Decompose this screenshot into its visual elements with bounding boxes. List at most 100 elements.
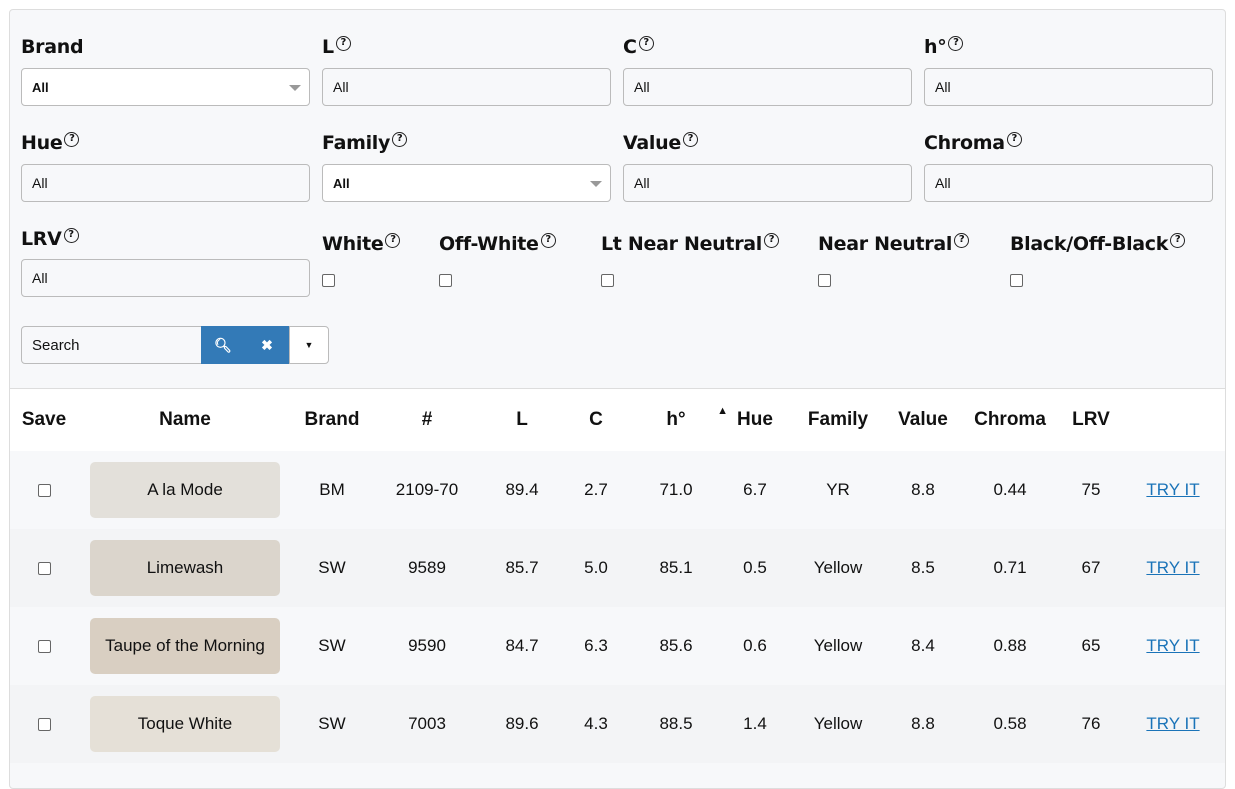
cell-c: 6.3 xyxy=(584,636,608,655)
cell-chroma: 0.88 xyxy=(993,636,1027,655)
column-header[interactable]: Save xyxy=(21,409,67,430)
color-swatch[interactable]: A la Mode xyxy=(90,462,280,518)
help-icon[interactable]: ? xyxy=(948,35,964,51)
filter-panel: Brand All L? All C? All h°? All Hue? All Family? Al… xyxy=(9,9,1226,789)
help-icon[interactable]: ? xyxy=(63,227,79,243)
cell-h: 88.5 xyxy=(659,714,693,733)
column-header[interactable]: Name xyxy=(159,409,211,430)
cell-brand: SW xyxy=(318,714,346,733)
h-input[interactable]: All xyxy=(924,68,1213,106)
cell-num: 9589 xyxy=(408,558,446,577)
try-it-link[interactable]: TRY IT xyxy=(1146,636,1200,655)
column-header[interactable]: L xyxy=(516,409,528,430)
column-header[interactable]: Chroma xyxy=(974,409,1046,430)
color-swatch[interactable]: Limewash xyxy=(90,540,280,596)
cell-family: Yellow xyxy=(813,636,863,655)
cell-lrv: 76 xyxy=(1081,714,1101,733)
help-icon[interactable]: ? xyxy=(682,131,698,147)
brand-select[interactable]: All xyxy=(21,68,310,106)
help-icon[interactable]: ? xyxy=(392,131,408,147)
value-input[interactable]: All xyxy=(623,164,912,202)
column-header[interactable]: Hue xyxy=(737,409,773,430)
sort-ascending-icon: ▲ xyxy=(717,405,728,417)
try-it-link[interactable]: TRY IT xyxy=(1146,558,1200,577)
color-swatch[interactable]: Toque White xyxy=(90,696,280,752)
help-icon[interactable]: ? xyxy=(638,35,654,51)
cell-family: Yellow xyxy=(813,714,863,733)
help-icon[interactable]: ? xyxy=(1006,131,1022,147)
cell-c: 4.3 xyxy=(584,714,608,733)
cell-num: 7003 xyxy=(408,714,446,733)
checkbox-off-white[interactable] xyxy=(439,274,452,287)
help-icon[interactable]: ? xyxy=(540,232,556,248)
cell-value: 8.5 xyxy=(911,558,935,577)
cell-family: Yellow xyxy=(813,558,863,577)
save-checkbox[interactable] xyxy=(37,639,51,653)
cell-chroma: 0.44 xyxy=(993,480,1027,499)
column-header[interactable]: C xyxy=(589,409,603,430)
checkbox-lt-near-neutral[interactable] xyxy=(601,274,614,287)
clear-button[interactable]: ✖ xyxy=(245,326,289,364)
help-icon[interactable]: ? xyxy=(335,35,351,51)
cell-hue: 1.4 xyxy=(743,714,767,733)
lrv-input[interactable]: All xyxy=(21,259,310,297)
cell-brand: SW xyxy=(318,636,346,655)
save-checkbox[interactable] xyxy=(37,483,51,497)
column-header[interactable]: Brand xyxy=(304,409,360,430)
cell-hue: 0.6 xyxy=(743,636,767,655)
hue-label: Hue? xyxy=(21,131,80,154)
checkbox-white[interactable] xyxy=(322,274,335,287)
column-header[interactable]: Value xyxy=(898,409,948,430)
cell-l: 89.6 xyxy=(505,714,539,733)
table-row: Limewash SW 9589 85.7 5.0 85.1 0.5 Yellow 8.5 0.7… xyxy=(10,529,1225,607)
cell-h: 71.0 xyxy=(659,480,693,499)
checkbox-black-off-black[interactable] xyxy=(1010,274,1023,287)
try-it-link[interactable]: TRY IT xyxy=(1146,714,1200,733)
color-swatch[interactable]: Taupe of the Morning xyxy=(90,618,280,674)
chroma-input[interactable]: All xyxy=(924,164,1213,202)
cell-l: 89.4 xyxy=(505,480,539,499)
value-label: Value? xyxy=(623,131,698,154)
c-input[interactable]: All xyxy=(623,68,912,106)
cell-c: 5.0 xyxy=(584,558,608,577)
help-icon[interactable]: ? xyxy=(64,131,80,147)
chevron-down-icon xyxy=(289,85,301,91)
c-label: C? xyxy=(623,35,654,58)
help-icon[interactable]: ? xyxy=(954,232,970,248)
table-row: Taupe of the Morning SW 9590 84.7 6.3 85.6 0.6… xyxy=(10,607,1225,685)
cell-lrv: 65 xyxy=(1081,636,1101,655)
cell-hue: 0.5 xyxy=(743,558,767,577)
search-input[interactable]: Search xyxy=(21,326,203,364)
column-header[interactable]: # xyxy=(421,409,433,430)
column-header[interactable]: h° ▲ xyxy=(666,405,728,430)
cell-hue: 6.7 xyxy=(743,480,767,499)
cell-brand: BM xyxy=(319,480,345,499)
help-icon[interactable]: ? xyxy=(764,232,779,248)
help-icon[interactable]: ? xyxy=(1170,232,1186,248)
cell-l: 85.7 xyxy=(505,558,539,577)
save-checkbox[interactable] xyxy=(37,717,51,731)
checkbox-near-neutral[interactable] xyxy=(818,274,831,287)
try-it-link[interactable]: TRY IT xyxy=(1146,480,1200,499)
search-button[interactable]: 🔍︎ xyxy=(201,326,245,364)
brand-label: Brand xyxy=(21,36,84,58)
help-icon[interactable]: ? xyxy=(385,232,401,248)
column-header[interactable]: Family xyxy=(807,409,869,430)
cell-chroma: 0.71 xyxy=(993,558,1027,577)
cell-family: YR xyxy=(826,480,850,499)
cell-h: 85.1 xyxy=(659,558,693,577)
save-checkbox[interactable] xyxy=(37,561,51,575)
family-select[interactable]: All xyxy=(322,164,611,202)
check-3-label: Near Neutral? xyxy=(818,232,970,255)
cell-lrv: 75 xyxy=(1081,480,1101,499)
l-input[interactable]: All xyxy=(322,68,611,106)
check-1-label: Off-White? xyxy=(439,232,556,255)
options-dropdown-button[interactable]: ▼ xyxy=(289,326,329,364)
hue-input[interactable]: All xyxy=(21,164,310,202)
column-header[interactable]: LRV xyxy=(1072,409,1110,430)
cell-num: 2109-70 xyxy=(395,480,459,499)
table-row: A la Mode BM 2109-70 89.4 2.7 71.0 6.7 YR 8.8 0.4… xyxy=(10,451,1225,529)
cell-l: 84.7 xyxy=(505,636,539,655)
caret-down-icon: ▼ xyxy=(304,340,314,350)
